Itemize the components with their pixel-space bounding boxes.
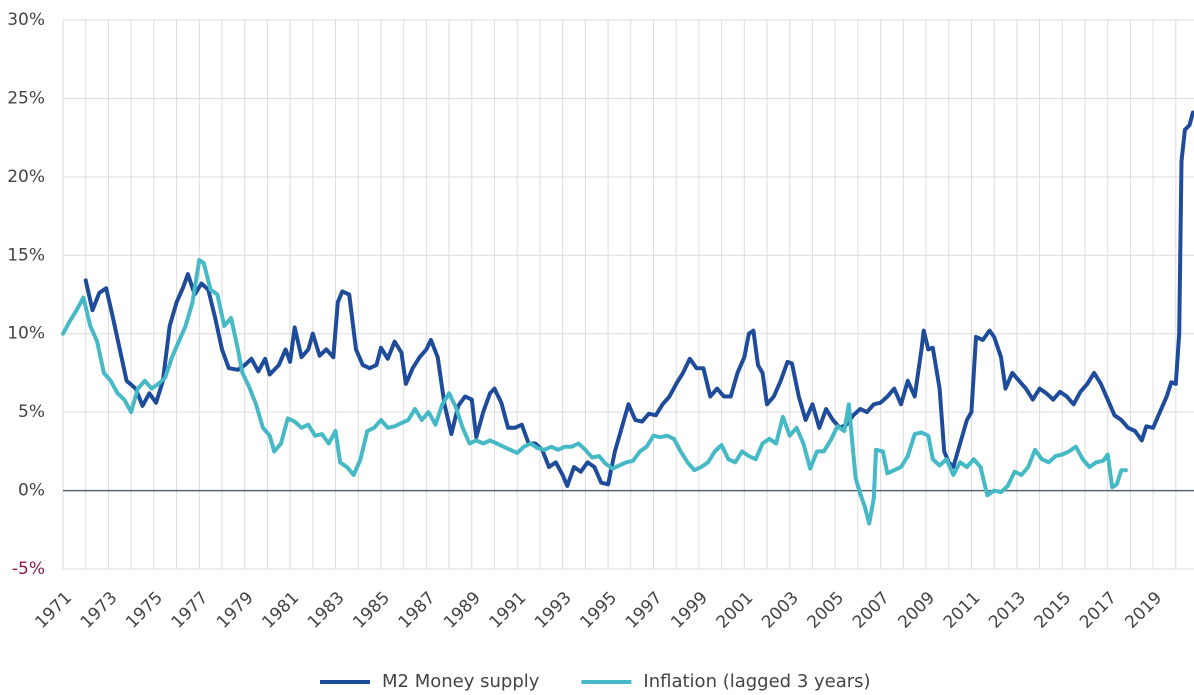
series-line <box>61 258 1128 526</box>
x-tick-label: 1971 <box>31 588 76 633</box>
x-tick-label: 2015 <box>1031 588 1076 633</box>
x-tick-label: 1977 <box>168 588 213 633</box>
x-tick-label: 1987 <box>395 588 440 633</box>
x-tick-label: 1991 <box>486 588 531 633</box>
x-tick-label: 2003 <box>758 588 803 633</box>
x-tick-label: 1985 <box>349 588 394 633</box>
x-tick-label: 2001 <box>713 588 758 633</box>
x-tick-label: 2005 <box>804 588 849 633</box>
x-tick-label: 1995 <box>576 588 621 633</box>
x-tick-label: 2019 <box>1121 588 1166 633</box>
y-tick-label: 0% <box>18 481 45 501</box>
x-tick-label: 1983 <box>304 588 349 633</box>
x-tick-label: 1989 <box>440 588 485 633</box>
series-line <box>83 110 1194 488</box>
x-tick-label: 1979 <box>213 588 258 633</box>
x-tick-label: 1981 <box>258 588 303 633</box>
x-tick-label: 1999 <box>667 588 712 633</box>
x-tick-label: 2013 <box>985 588 1030 633</box>
legend-label: M2 Money supply <box>382 671 540 692</box>
y-tick-label: 15% <box>7 245 45 265</box>
y-tick-label: 5% <box>18 402 45 422</box>
x-tick-label: 2009 <box>894 588 939 633</box>
y-tick-label: 20% <box>7 167 45 187</box>
y-tick-label: -5% <box>12 559 45 579</box>
y-tick-label: 30% <box>7 10 45 30</box>
x-tick-label: 2007 <box>849 588 894 633</box>
legend-label: Inflation (lagged 3 years) <box>643 671 870 692</box>
x-tick-label: 1973 <box>77 588 122 633</box>
y-tick-label: 10% <box>7 324 45 344</box>
x-tick-label: 2011 <box>940 588 985 633</box>
x-tick-label: 1993 <box>531 588 576 633</box>
x-tick-label: 1975 <box>122 588 167 633</box>
x-tick-label: 1997 <box>622 588 667 633</box>
legend: M2 Money supply Inflation (lagged 3 years… <box>320 671 871 692</box>
y-tick-label: 25% <box>7 88 45 108</box>
x-tick-label: 2017 <box>1076 588 1121 633</box>
